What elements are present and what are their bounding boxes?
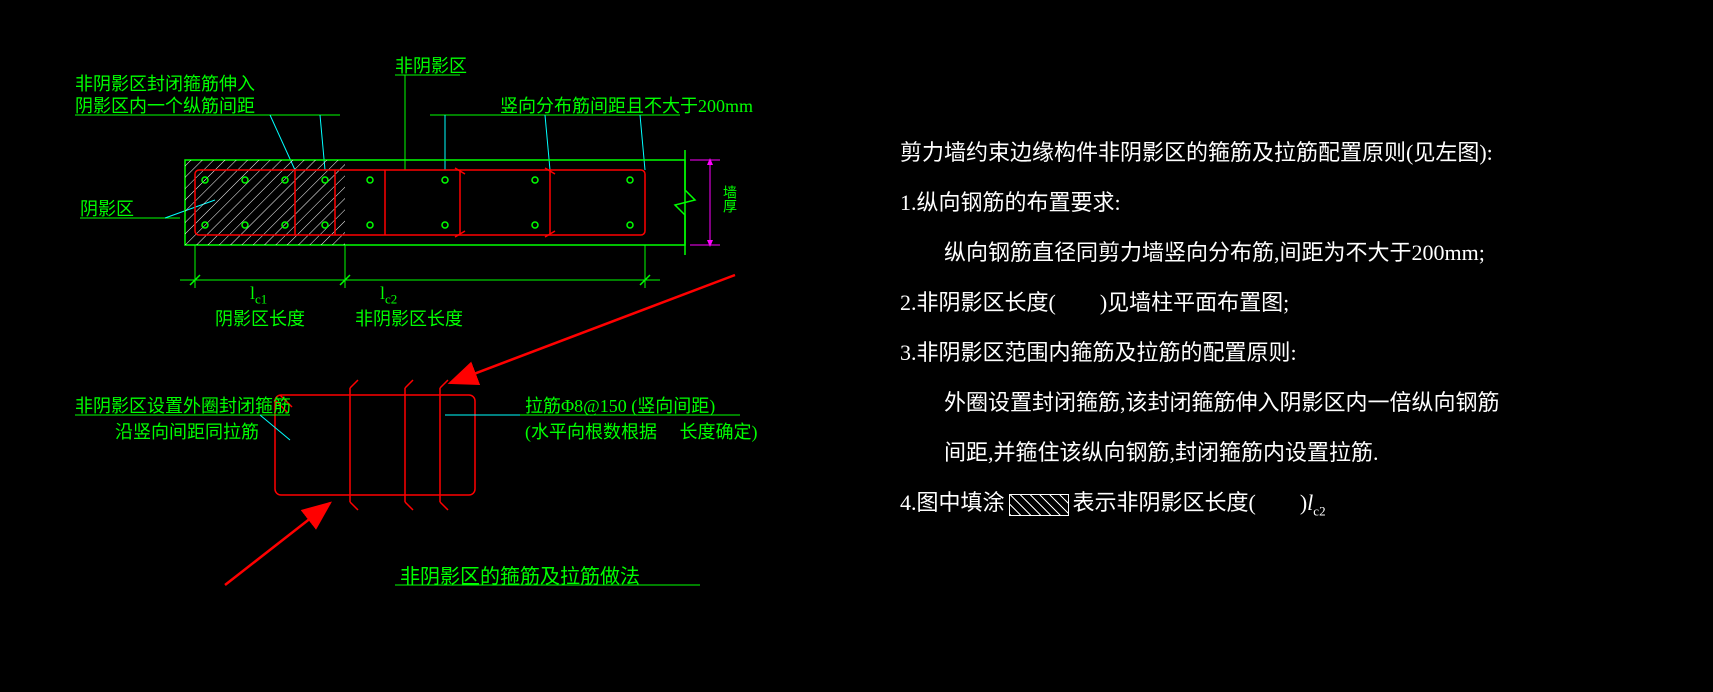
cad-canvas: 非阴影区封闭箍筋伸入 阴影区内一个纵筋间距 非阴影区 竖向分布筋间距且不大于20…: [0, 0, 1713, 692]
dim-lc1: lc1: [250, 283, 267, 308]
note-line: 2.非阴影区长度( )见墙柱平面布置图;: [900, 285, 1289, 317]
label-tie-spec-1: 拉筋Φ8@150 (竖向间距): [525, 392, 715, 418]
note-line: 纵向钢筋直径同剪力墙竖向分布筋,间距为不大于200mm;: [900, 235, 1485, 267]
dim-lc2: lc2: [380, 283, 397, 308]
label-outer-stirrup-2: 沿竖向间距同拉筋: [115, 418, 259, 444]
label-tie-spec-2: (水平向根数根据 长度确定): [525, 418, 758, 444]
label-nonshade-zone: 非阴影区: [395, 52, 467, 78]
note-line: 剪力墙约束边缘构件非阴影区的箍筋及拉筋配置原则(见左图):: [900, 135, 1493, 167]
label-shade-zone: 阴影区: [80, 195, 134, 221]
note-line: 间距,并箍住该纵向钢筋,封闭箍筋内设置拉筋.: [900, 435, 1379, 467]
drawing-svg: [0, 0, 1713, 692]
note-line: 3.非阴影区范围内箍筋及拉筋的配置原则:: [900, 335, 1297, 367]
bottom-title: 非阴影区的箍筋及拉筋做法: [400, 560, 640, 589]
label-vert-dist: 竖向分布筋间距且不大于200mm: [500, 92, 753, 118]
label-lc2: 非阴影区长度: [355, 305, 463, 331]
note-line: 4.图中填涂表示非阴影区长度( )lc2: [900, 485, 1326, 519]
label-lc1: 阴影区长度: [215, 305, 305, 331]
note-line: 1.纵向钢筋的布置要求:: [900, 185, 1121, 217]
label-outer-stirrup-1: 非阴影区设置外圈封闭箍筋: [75, 392, 291, 418]
label-wall-thickness: 墙厚: [718, 185, 738, 213]
label-nonshade-stirrup-2: 阴影区内一个纵筋间距: [75, 92, 255, 118]
note-line: 外圈设置封闭箍筋,该封闭箍筋伸入阴影区内一倍纵向钢筋: [900, 385, 1500, 417]
